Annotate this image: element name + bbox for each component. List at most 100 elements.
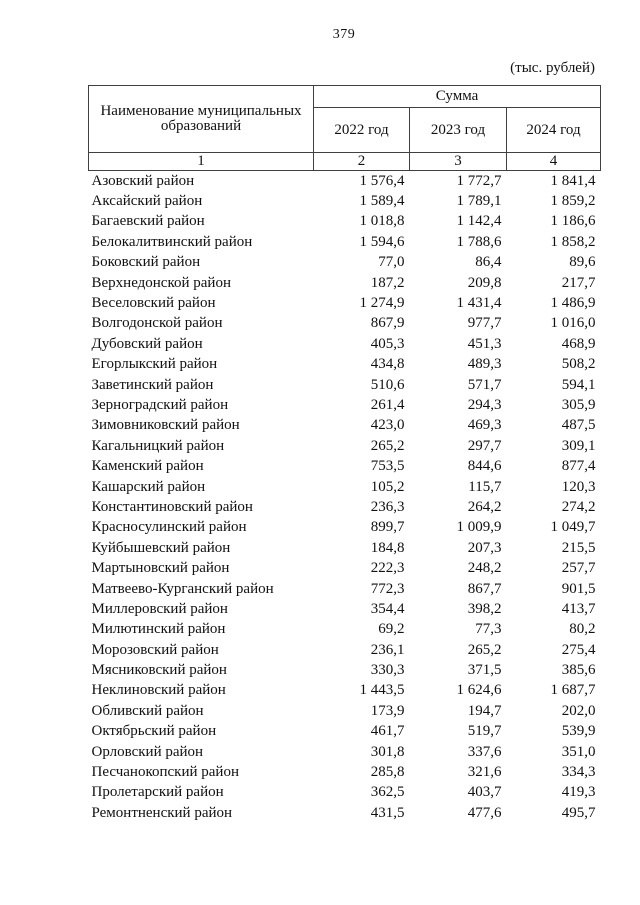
value-2023: 194,7 xyxy=(467,702,502,719)
value-2023: 294,3 xyxy=(467,396,502,413)
value-2024: 468,9 xyxy=(561,335,596,352)
value-2023: 1 789,1 xyxy=(456,193,502,210)
table-row: Мартыновский район 222,3 248,2 257,7 xyxy=(89,558,601,578)
value-2024: 120,3 xyxy=(561,478,596,495)
page-number: 379 xyxy=(332,27,356,42)
value-2022: 753,5 xyxy=(370,458,405,475)
value-2023: 248,2 xyxy=(467,560,502,577)
table-row: Кашарский район 105,2 115,7 120,3 xyxy=(89,477,601,497)
column-header-2022: 2022 год xyxy=(313,107,410,153)
table-row: Миллеровский район 354,4 398,2 413,7 xyxy=(89,599,601,619)
value-2023: 1 624,6 xyxy=(456,682,502,699)
district-name: Матвеево-Курганский район xyxy=(91,580,274,597)
value-2023: 451,3 xyxy=(467,335,502,352)
value-2024: 1 186,6 xyxy=(550,213,596,230)
district-name: Багаевский район xyxy=(91,213,205,230)
table-row: Морозовский район 236,1 265,2 275,4 xyxy=(89,640,601,660)
table-row: Константиновский район 236,3 264,2 274,2 xyxy=(89,497,601,517)
table-row: Куйбышевский район 184,8 207,3 215,5 xyxy=(89,538,601,558)
value-2023: 489,3 xyxy=(467,356,502,373)
district-name: Орловский район xyxy=(91,743,204,760)
value-2023: 844,6 xyxy=(467,458,502,475)
value-2023: 977,7 xyxy=(467,315,502,332)
value-2022: 236,3 xyxy=(370,498,405,515)
table-row: Белокалитвинский район 1 594,6 1 788,6 1… xyxy=(89,232,601,252)
value-2023: 337,6 xyxy=(467,743,502,760)
value-2023: 398,2 xyxy=(467,600,502,617)
value-2023: 115,7 xyxy=(468,478,502,495)
table-row: Орловский район 301,8 337,6 351,0 xyxy=(89,742,601,762)
district-name: Каменский район xyxy=(91,458,204,475)
value-2023: 571,7 xyxy=(467,376,502,393)
value-2023: 86,4 xyxy=(475,254,502,271)
value-2023: 371,5 xyxy=(467,662,502,679)
table-row: Пролетарский район 362,5 403,7 419,3 xyxy=(89,783,601,803)
value-2023: 519,7 xyxy=(467,723,502,740)
header-row-index: 1 2 3 4 xyxy=(88,152,602,171)
table-row: Аксайский район 1 589,4 1 789,1 1 859,2 xyxy=(89,191,601,211)
district-name: Заветинский район xyxy=(91,376,214,393)
value-2022: 236,1 xyxy=(370,641,405,658)
column-index-3: 3 xyxy=(409,152,507,171)
column-header-sum-group: Сумма xyxy=(312,85,602,108)
value-2023: 264,2 xyxy=(467,498,502,515)
value-2022: 105,2 xyxy=(370,478,405,495)
column-header-2024: 2024 год xyxy=(505,107,602,153)
value-2024: 877,4 xyxy=(561,458,596,475)
units-label: (тыс. рублей) xyxy=(510,60,595,76)
district-name: Неклиновский район xyxy=(91,682,226,699)
budget-table: Наименование муниципальных образований С… xyxy=(88,85,602,824)
value-2023: 1 009,9 xyxy=(456,519,502,536)
value-2024: 257,7 xyxy=(561,560,596,577)
value-2023: 1 772,7 xyxy=(456,172,502,189)
column-index-2: 2 xyxy=(313,152,410,171)
table-row: Неклиновский район 1 443,5 1 624,6 1 687… xyxy=(89,681,601,701)
district-name: Мясниковский район xyxy=(91,662,227,679)
district-name: Ремонтненский район xyxy=(91,804,233,821)
table-row: Песчанокопский район 285,8 321,6 334,3 xyxy=(89,762,601,782)
value-2022: 434,8 xyxy=(370,356,405,373)
value-2022: 1 594,6 xyxy=(359,233,405,250)
value-2024: 89,6 xyxy=(569,254,596,271)
district-name: Обливский район xyxy=(91,702,204,719)
value-2024: 1 486,9 xyxy=(550,295,596,312)
value-2022: 772,3 xyxy=(370,580,405,597)
value-2023: 867,7 xyxy=(467,580,502,597)
value-2024: 419,3 xyxy=(561,784,596,801)
value-2022: 184,8 xyxy=(370,539,405,556)
district-name: Песчанокопский район xyxy=(91,764,239,781)
district-name: Октябрьский район xyxy=(91,723,217,740)
value-2022: 69,2 xyxy=(378,621,405,638)
value-2022: 362,5 xyxy=(370,784,405,801)
table-row: Егорлыкский район 434,8 489,3 508,2 xyxy=(89,355,601,375)
value-2022: 1 589,4 xyxy=(359,193,405,210)
district-name: Милютинский район xyxy=(91,621,226,638)
value-2022: 187,2 xyxy=(370,274,405,291)
district-name: Зимовниковский район xyxy=(91,417,240,434)
value-2022: 261,4 xyxy=(370,396,405,413)
value-2024: 508,2 xyxy=(561,356,596,373)
value-2024: 901,5 xyxy=(561,580,596,597)
table-row: Зерноградский район 261,4 294,3 305,9 xyxy=(89,395,601,415)
value-2022: 510,6 xyxy=(370,376,405,393)
value-2024: 1 841,4 xyxy=(550,172,596,189)
value-2022: 173,9 xyxy=(370,702,405,719)
table-row: Красносулинский район 899,7 1 009,9 1 04… xyxy=(89,518,601,538)
value-2023: 403,7 xyxy=(467,784,502,801)
header-row-group: Наименование муниципальных образований С… xyxy=(88,85,602,153)
column-index-1: 1 xyxy=(88,152,314,171)
district-name: Волгодонской район xyxy=(91,315,223,332)
value-2022: 899,7 xyxy=(370,519,405,536)
value-2024: 539,9 xyxy=(561,723,596,740)
value-2024: 1 858,2 xyxy=(550,233,596,250)
value-2022: 1 576,4 xyxy=(359,172,405,189)
table-header: Наименование муниципальных образований С… xyxy=(88,85,602,171)
table-row: Октябрьский район 461,7 519,7 539,9 xyxy=(89,722,601,742)
value-2024: 1 049,7 xyxy=(550,519,596,536)
value-2022: 405,3 xyxy=(370,335,405,352)
table-row: Веселовский район 1 274,9 1 431,4 1 486,… xyxy=(89,293,601,313)
district-name: Егорлыкский район xyxy=(91,356,218,373)
column-index-4: 4 xyxy=(505,152,602,171)
district-name: Кагальницкий район xyxy=(91,437,225,454)
table-row: Зимовниковский район 423,0 469,3 487,5 xyxy=(89,416,601,436)
